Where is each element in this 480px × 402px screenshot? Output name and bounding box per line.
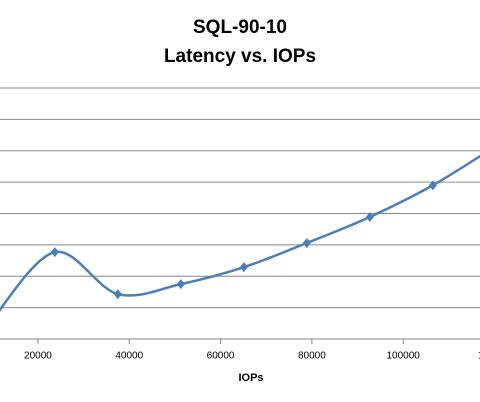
- chart-title: SQL-90-10: [193, 17, 287, 38]
- x-axis-title: IOPs: [238, 372, 263, 384]
- data-point: [428, 180, 437, 191]
- data-point: [113, 289, 122, 300]
- x-tick-label: 60000: [207, 351, 235, 362]
- x-tick-label: 40000: [115, 351, 143, 362]
- data-point: [302, 237, 311, 248]
- x-tick-label: 20000: [24, 351, 52, 362]
- data-point: [176, 279, 185, 290]
- data-point: [365, 211, 374, 222]
- x-tick-label: 80000: [298, 351, 326, 362]
- data-point: [50, 247, 59, 258]
- x-tick-label: 100000: [387, 351, 421, 362]
- data-point: [239, 262, 248, 273]
- chart-subtitle: Latency vs. IOPs: [164, 46, 316, 67]
- x-tick-label: 120000: [478, 351, 480, 362]
